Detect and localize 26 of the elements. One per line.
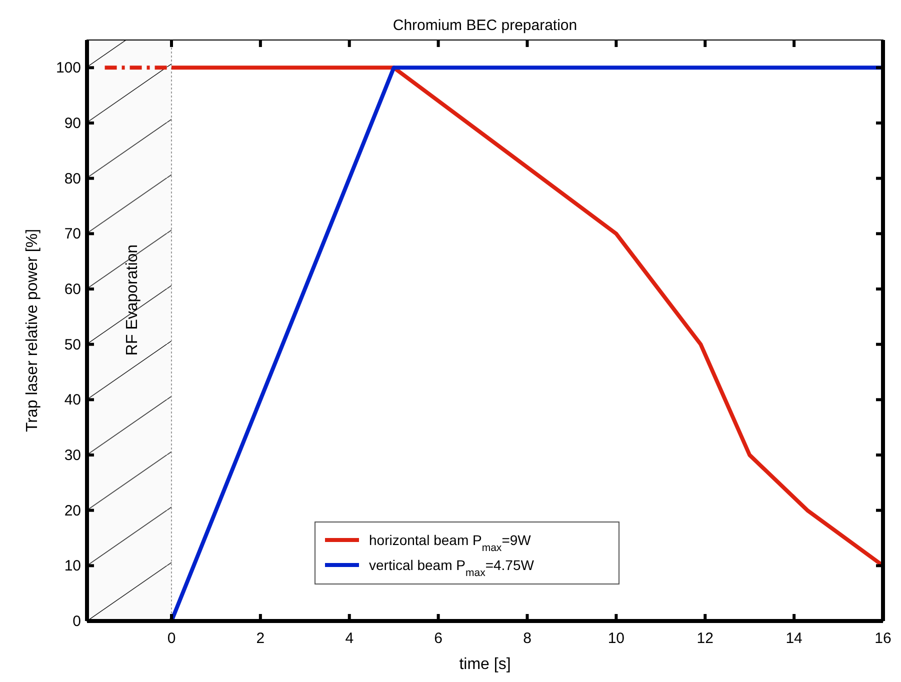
x-tick-label: 16	[874, 630, 892, 647]
y-tick-label: 0	[72, 613, 81, 630]
chart-title: Chromium BEC preparation	[392, 17, 578, 34]
y-axis-title: Trap laser relative power [%]	[24, 228, 41, 432]
x-tick-label: 12	[696, 630, 714, 647]
legend-label: horizontal beam P$_{max}$=9W	[369, 532, 532, 554]
x-tick-label: 10	[608, 630, 625, 647]
x-tick-label: 2	[256, 630, 265, 647]
band-label: RF Evaporation	[124, 244, 142, 356]
y-tick-label: 10	[64, 558, 81, 575]
x-tick-label: 14	[786, 630, 802, 647]
y-tick-label: 90	[64, 115, 81, 132]
x-tick-label: 4	[345, 630, 354, 647]
y-tick-label: 80	[64, 170, 81, 188]
x-tick-label: 6	[434, 630, 442, 647]
x-tick-label: 0	[167, 630, 176, 647]
y-tick-label: 40	[64, 392, 81, 409]
y-tick-label: 20	[64, 502, 81, 520]
y-tick-label: 50	[64, 336, 81, 354]
y-tick-label: 100	[56, 60, 81, 77]
x-tick-label: 8	[523, 630, 532, 647]
x-axis-title: time [s]	[459, 656, 511, 673]
y-tick-label: 60	[64, 281, 81, 298]
y-tick-label: 70	[64, 226, 81, 243]
legend-label: vertical beam P$_{max}$=4.75W	[369, 557, 535, 579]
y-tick-label: 30	[64, 447, 81, 464]
